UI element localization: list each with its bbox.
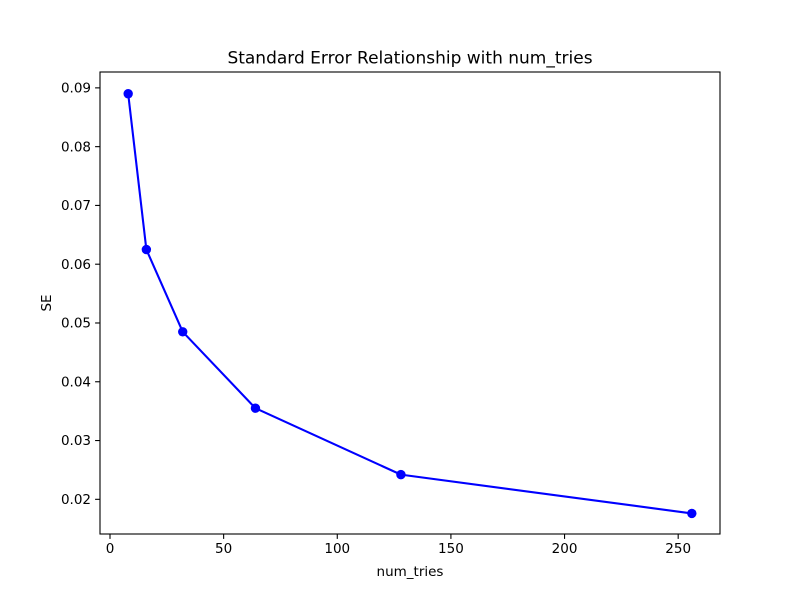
y-tick-label: 0.06 <box>61 257 91 273</box>
x-tick-label: 250 <box>665 541 691 557</box>
y-tick-label: 0.02 <box>61 492 91 508</box>
x-axis-ticks: 0 50 100 150 200 250 <box>106 534 691 557</box>
x-tick-label: 0 <box>106 541 115 557</box>
series-markers <box>123 89 697 519</box>
x-tick-label: 150 <box>438 541 464 557</box>
x-tick-label: 50 <box>215 541 232 557</box>
y-tick-label: 0.05 <box>61 316 91 332</box>
x-tick-label: 200 <box>552 541 578 557</box>
data-point-marker <box>396 469 406 480</box>
data-point-marker <box>178 327 188 337</box>
data-point-marker <box>687 508 697 519</box>
chart-title: Standard Error Relationship with num_tri… <box>227 49 592 69</box>
plot-area <box>99 71 721 535</box>
data-point-marker <box>141 244 152 255</box>
data-point-marker <box>250 403 261 413</box>
y-tick-label: 0.04 <box>61 374 91 390</box>
data-point-marker <box>123 89 133 99</box>
y-tick-label: 0.09 <box>61 81 91 97</box>
y-axis-label: SE <box>39 294 55 311</box>
y-axis-ticks: 0.02 0.03 0.04 0.05 0.06 0.07 0.08 0.09 <box>61 81 100 508</box>
x-axis-label: num_tries <box>377 564 444 580</box>
x-tick-label: 100 <box>324 541 350 557</box>
y-tick-label: 0.07 <box>61 198 91 214</box>
y-tick-label: 0.03 <box>61 433 91 449</box>
y-tick-label: 0.08 <box>61 139 91 155</box>
series-line <box>127 92 693 515</box>
